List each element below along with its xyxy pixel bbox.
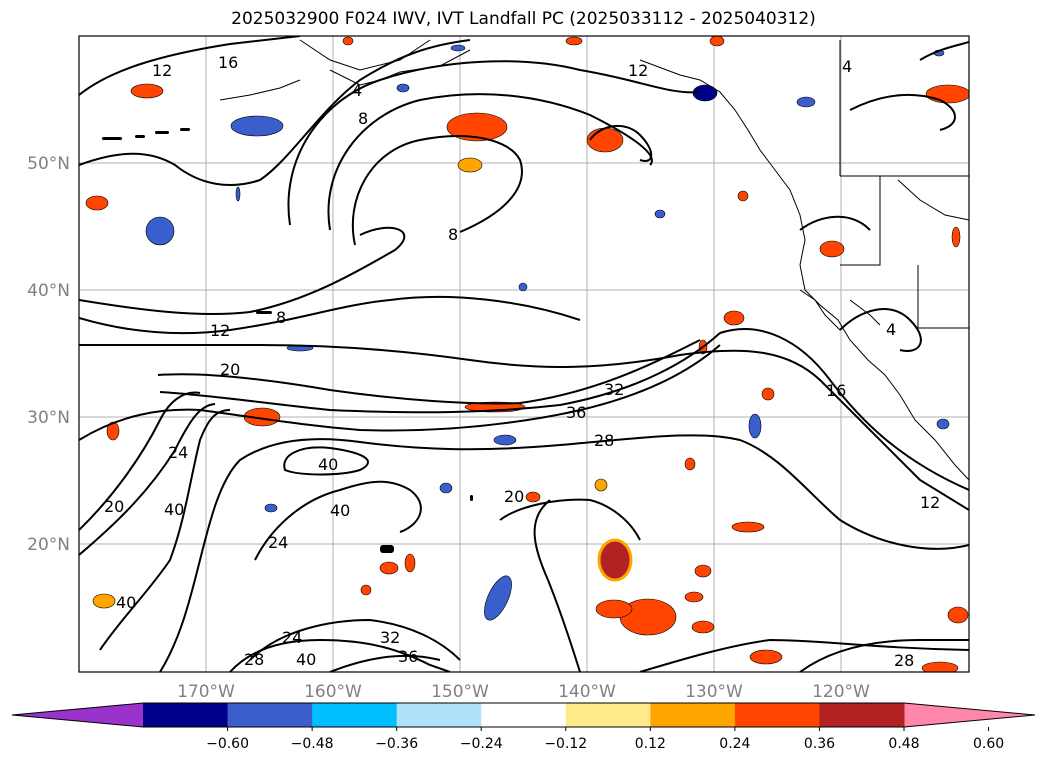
anomaly-patches [85,36,969,672]
contour-label: 28 [894,651,914,670]
colorbar-outline [11,702,1036,728]
contour-label: 24 [168,443,188,462]
contour-label: 16 [218,53,238,72]
colorbar-tick-label: 0.48 [888,736,919,752]
contour-label: 20 [220,360,240,379]
colorbar-tick-label: −0.60 [206,736,249,752]
colorbar-extend-high [904,703,1035,727]
colorbar-bin [227,703,313,727]
colorbar-bin [650,703,736,727]
map-frame [78,35,970,673]
lat-tick-labels: 50°N 40°N 30°N 20°N [27,154,70,555]
contour-label: 36 [398,647,418,666]
colorbar-tick-label: 0.12 [635,736,666,752]
contour-label: 4 [842,57,852,76]
colorbar-tick-label: −0.12 [544,736,587,752]
contour-label: 32 [380,628,400,647]
colorbar-tick-label: −0.48 [291,736,334,752]
contour-label: 20 [104,497,124,516]
colorbar-tick-label: 0.24 [719,736,750,752]
contour-label: 20 [504,487,524,506]
colorbar-bin [481,703,567,727]
map-title: 2025032900 F024 IWV, IVT Landfall PC (20… [231,9,816,29]
lat-tick-label: 20°N [27,535,70,555]
contour-label: 16 [826,381,846,400]
lon-tick-label: 120°W [812,682,870,702]
lat-tick-label: 30°N [27,408,70,428]
contour-label: 8 [358,109,368,128]
contour-label: 24 [268,533,288,552]
colorbar-bin [819,703,905,727]
islands [102,128,473,553]
colorbar-bin [734,703,820,727]
contour-label: 28 [244,650,264,669]
lat-tick-label: 40°N [27,281,70,301]
colorbar-tick-label: 0.60 [973,736,1004,752]
lon-tick-label: 130°W [685,682,743,702]
contour-label: 36 [566,403,586,422]
lat-tick-label: 50°N [27,154,70,174]
colorbar-bin [565,703,651,727]
colorbar: −0.60 −0.48 −0.36 −0.24 −0.12 0.12 0.24 0.36 0.4… [11,702,1036,752]
colorbar-tick-label: 0.36 [804,736,835,752]
contour-label: 40 [330,501,350,520]
colorbar-tick-label: −0.24 [460,736,503,752]
contour-label: 8 [448,225,458,244]
iwv-contours [79,36,969,672]
contour-label: 40 [116,593,136,612]
contour-label: 4 [886,320,896,339]
contour-label: 12 [210,321,230,340]
colorbar-bin [312,703,398,727]
contour-label: 28 [594,431,614,450]
lon-tick-label: 150°W [431,682,489,702]
coastlines [219,39,969,481]
contour-label: 4 [352,81,362,100]
lon-tick-label: 140°W [558,682,616,702]
colorbar-bin [396,703,482,727]
contour-label: 40 [318,455,338,474]
contour-label: 12 [628,61,648,80]
contour-label: 32 [604,380,624,399]
colorbar-bin [143,703,229,727]
contour-label: 12 [920,493,940,512]
lon-tick-label: 170°W [177,682,235,702]
map-area [79,36,969,672]
colorbar-extend-low [12,703,143,727]
contour-label: 12 [152,61,172,80]
colorbar-tick-label: −0.36 [375,736,418,752]
lon-tick-label: 160°W [304,682,362,702]
graticule [79,36,969,672]
contour-label: 24 [282,628,302,647]
contour-label: 40 [164,500,184,519]
contour-label: 8 [276,308,286,327]
contour-labels: 16 12 4 8 12 4 8 12 20 24 20 40 40 40 24… [104,53,940,670]
contour-label: 40 [296,650,316,669]
lon-tick-labels: 170°W 160°W 150°W 140°W 130°W 120°W [177,682,870,702]
